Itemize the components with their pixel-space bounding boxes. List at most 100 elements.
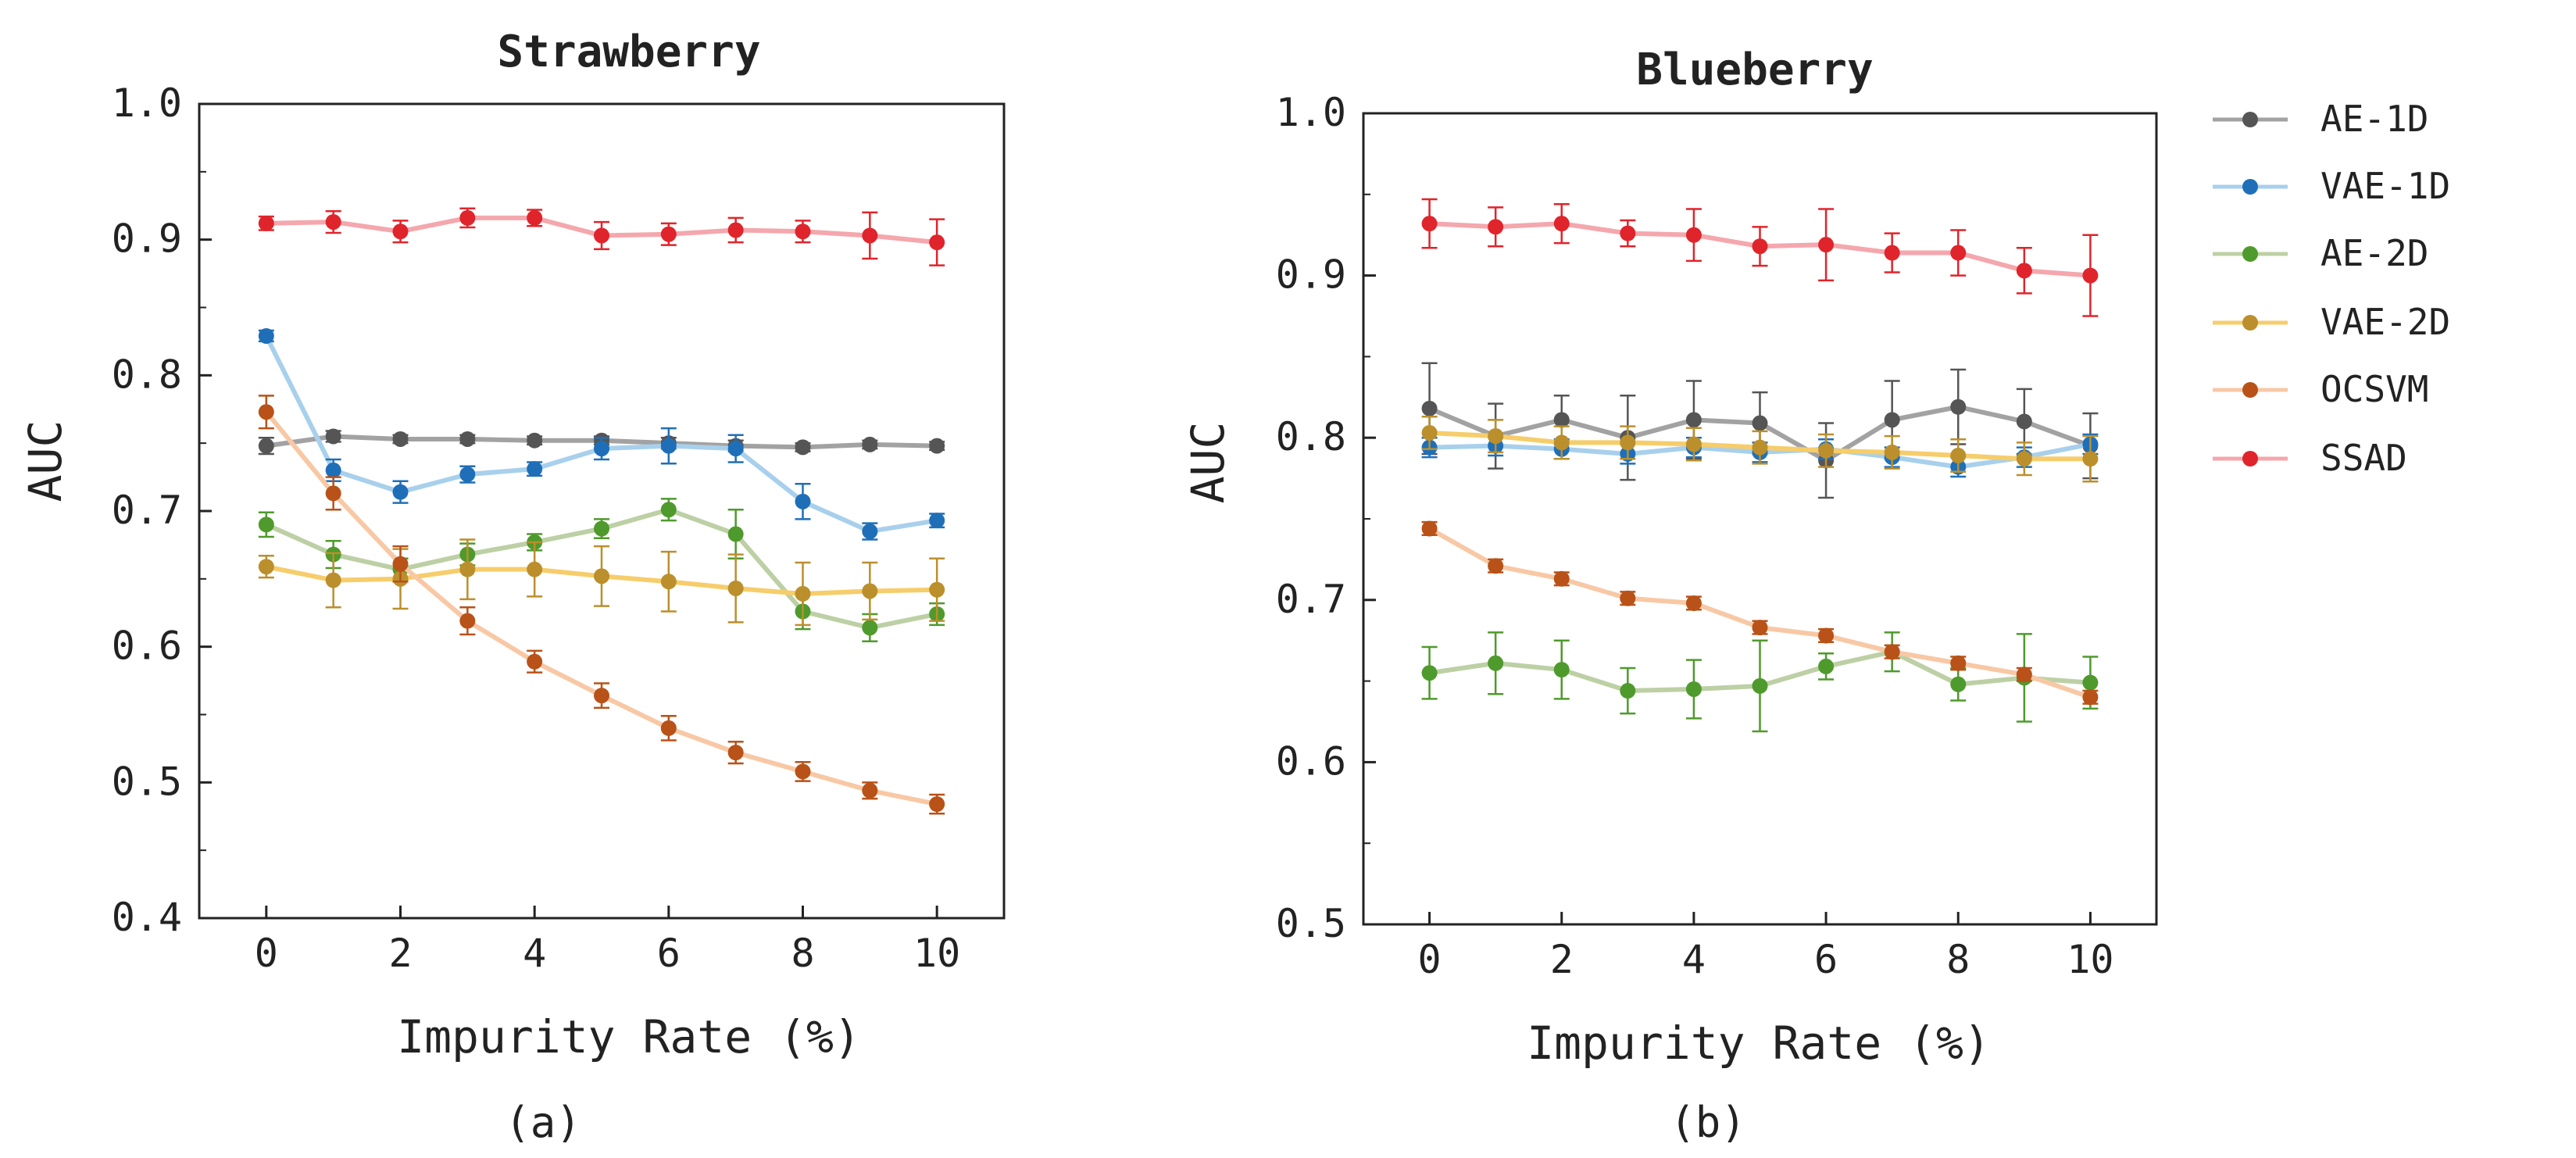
data-point	[727, 526, 744, 542]
data-point	[1421, 424, 1438, 441]
data-point	[660, 720, 677, 736]
data-point	[795, 439, 811, 456]
chart-b-xtick-label: 10	[2067, 937, 2113, 982]
data-point	[1950, 245, 1967, 261]
data-point	[258, 438, 274, 454]
data-point	[325, 572, 341, 588]
legend-item-ae-2d: AE-2D	[2213, 232, 2428, 274]
chart-b-series-ae-2d	[1421, 631, 2099, 733]
legend-item-ssad: SSAD	[2213, 437, 2407, 479]
data-point	[459, 431, 476, 447]
chart-b-ylabel: AUC	[1181, 422, 1234, 504]
data-point	[862, 583, 878, 599]
chart-a-xtick-label: 6	[657, 931, 681, 976]
data-point	[1553, 216, 1570, 232]
legend: AE-1D VAE-1D AE-2D VAE-2D OCSVM SSAD	[2213, 98, 2450, 479]
chart-a-ytick-label: 0.7	[112, 488, 182, 533]
data-point	[660, 502, 677, 518]
data-point	[1553, 662, 1570, 678]
data-point	[594, 441, 609, 457]
legend-label-vae-2d: VAE-2D	[2321, 301, 2450, 343]
data-point	[1685, 436, 1702, 452]
data-point	[1488, 428, 1504, 445]
data-point	[862, 620, 878, 636]
data-point	[1950, 399, 1967, 415]
data-point	[862, 524, 878, 540]
data-point	[325, 214, 341, 231]
data-point	[1421, 400, 1438, 416]
data-point	[1421, 216, 1438, 232]
data-point	[2082, 674, 2099, 691]
legend-label-ssad: SSAD	[2321, 437, 2407, 479]
legend-label-vae-1d: VAE-1D	[2321, 165, 2450, 207]
data-point	[527, 561, 543, 577]
data-point	[862, 782, 878, 799]
chart-a-series-ocsvm	[258, 395, 945, 815]
data-point	[1752, 238, 1768, 255]
data-point	[660, 438, 677, 454]
data-point	[795, 223, 811, 240]
data-point	[1818, 627, 1835, 644]
data-point	[459, 613, 476, 629]
legend-label-ae-2d: AE-2D	[2321, 232, 2428, 274]
chart-a-ytick-label: 0.8	[112, 352, 182, 397]
data-point	[258, 404, 274, 420]
chart-a-xtick-label: 2	[388, 931, 412, 976]
data-point	[1752, 439, 1768, 456]
data-point	[527, 653, 543, 670]
chart-a-ytick-label: 0.4	[112, 895, 182, 940]
data-point	[392, 556, 409, 572]
chart-b-plot: 0.5 0.6 0.7 0.8 0.9 1.0 0 2 4 6 8 10	[1276, 90, 2158, 982]
data-point	[929, 438, 945, 454]
data-point	[1950, 676, 1967, 692]
data-point	[594, 568, 609, 584]
chart-a-caption: (a)	[505, 1098, 581, 1147]
data-point	[258, 215, 274, 231]
data-point	[1752, 415, 1768, 431]
data-point	[459, 209, 476, 226]
data-point	[2016, 451, 2032, 467]
data-point	[594, 688, 609, 704]
data-point	[1620, 590, 1636, 606]
data-point	[258, 516, 274, 533]
data-point	[2082, 689, 2099, 706]
data-point	[1685, 595, 1702, 611]
legend-label-ocsvm: OCSVM	[2321, 368, 2428, 410]
data-point	[1818, 237, 1835, 253]
data-point	[929, 234, 945, 251]
data-point	[1488, 219, 1504, 235]
chart-b-title: Blueberry	[1636, 45, 1873, 95]
data-point	[727, 580, 744, 596]
data-point	[392, 223, 409, 240]
chart-b-ytick-label: 0.5	[1276, 901, 1346, 946]
data-point	[325, 428, 341, 445]
data-point	[929, 796, 945, 813]
chart-a-xtick-label: 10	[913, 931, 960, 976]
chart-b-xtick-label: 8	[1946, 937, 1970, 982]
data-point	[1685, 412, 1702, 428]
data-point	[1553, 570, 1570, 587]
data-point	[258, 559, 274, 575]
data-point	[1884, 245, 1900, 261]
data-point	[2016, 263, 2032, 279]
data-point	[1818, 658, 1835, 674]
data-point	[1421, 665, 1438, 681]
data-point	[1620, 225, 1636, 241]
data-point	[392, 484, 409, 500]
legend-item-vae-1d: VAE-1D	[2213, 165, 2450, 207]
data-point	[1685, 681, 1702, 697]
data-point	[1950, 655, 1967, 671]
chart-a-xtick-label: 0	[255, 931, 278, 976]
data-point	[929, 513, 945, 529]
data-point	[1421, 520, 1438, 537]
data-point	[795, 493, 811, 509]
data-point	[527, 209, 543, 226]
legend-item-ae-1d: AE-1D	[2213, 98, 2428, 140]
data-point	[2016, 413, 2032, 430]
chart-b-xtick-label: 2	[1550, 937, 1574, 982]
data-point	[2082, 267, 2099, 284]
data-point	[459, 561, 476, 577]
data-point	[1488, 558, 1504, 574]
data-point	[325, 485, 341, 502]
chart-a-xlabel: Impurity Rate (%)	[397, 1010, 861, 1063]
